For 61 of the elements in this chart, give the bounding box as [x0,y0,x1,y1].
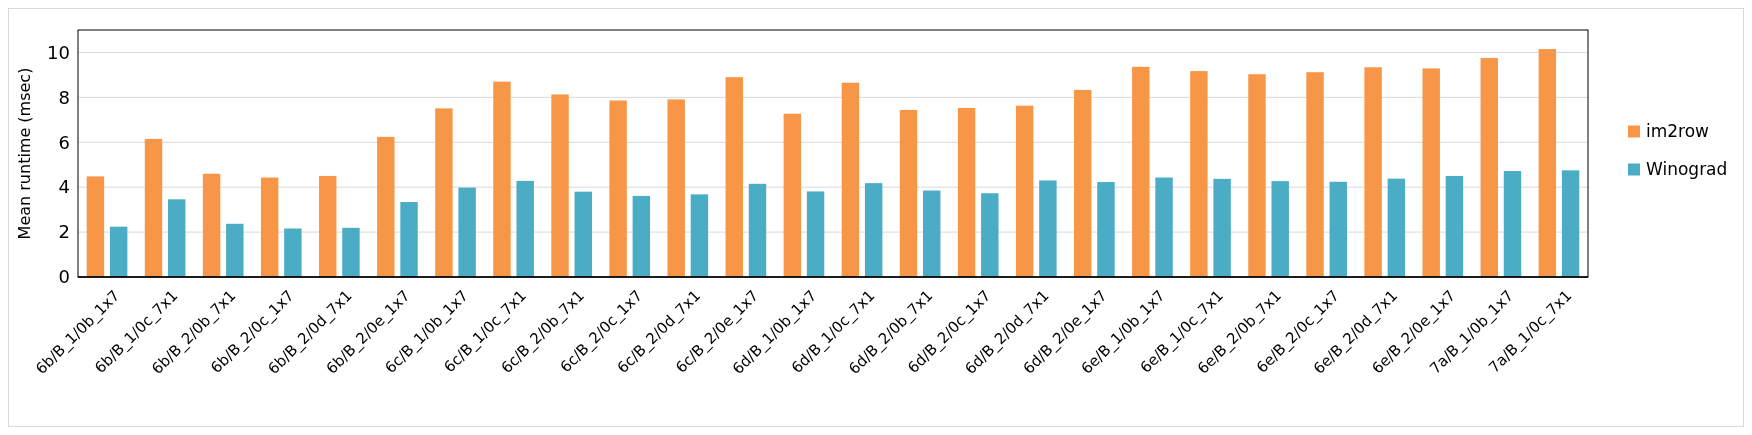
y-tick-label: 4 [58,176,70,198]
legend-label: im2row [1646,121,1710,142]
bar [899,109,918,277]
bar [1271,181,1289,277]
bar [1329,181,1347,277]
bar [1213,178,1231,277]
bar [1387,178,1406,277]
bar [1248,74,1266,277]
bar [1561,170,1580,277]
bar [144,138,163,277]
bar [574,191,592,277]
bar [783,113,802,277]
bar [957,107,976,277]
y-axis-title: Mean runtime (msec) [15,67,34,240]
bar [609,100,627,277]
bar [202,173,221,277]
y-tick-label: 0 [58,266,70,288]
bar [1480,58,1498,277]
bar [516,180,534,277]
bar [864,183,883,277]
bar [981,193,999,277]
bar [632,195,651,277]
bar [168,199,186,277]
bar [1422,68,1440,277]
y-tick-label: 10 [47,41,70,63]
bar [400,202,418,277]
bar [1190,71,1208,277]
bar [923,190,941,277]
y-tick-label: 2 [58,221,70,243]
bar [1015,105,1034,277]
bar [493,81,511,277]
bar [342,227,360,277]
bar [748,183,767,277]
bar [226,223,244,277]
bar [690,194,709,277]
bar [284,228,302,277]
bar [551,94,569,277]
y-tick-label: 6 [58,131,70,153]
bar [377,136,395,277]
bar [458,187,476,277]
bar [1132,66,1150,277]
bar [725,77,743,277]
bar [319,175,337,277]
bar [109,226,128,277]
bar [667,99,685,277]
bar [1503,171,1522,277]
bar [1538,49,1557,277]
bar [1074,89,1092,277]
bar [841,82,860,277]
bar [435,108,453,277]
y-tick-label: 8 [58,86,70,108]
bar [260,177,279,277]
bar [1364,67,1382,277]
legend-label: Winograd [1646,159,1728,180]
bar [1039,180,1057,277]
bar [86,176,105,277]
bar [1155,177,1173,277]
bar [1306,72,1324,277]
bar [1445,175,1464,277]
bar [1097,182,1115,277]
bar [806,191,825,277]
